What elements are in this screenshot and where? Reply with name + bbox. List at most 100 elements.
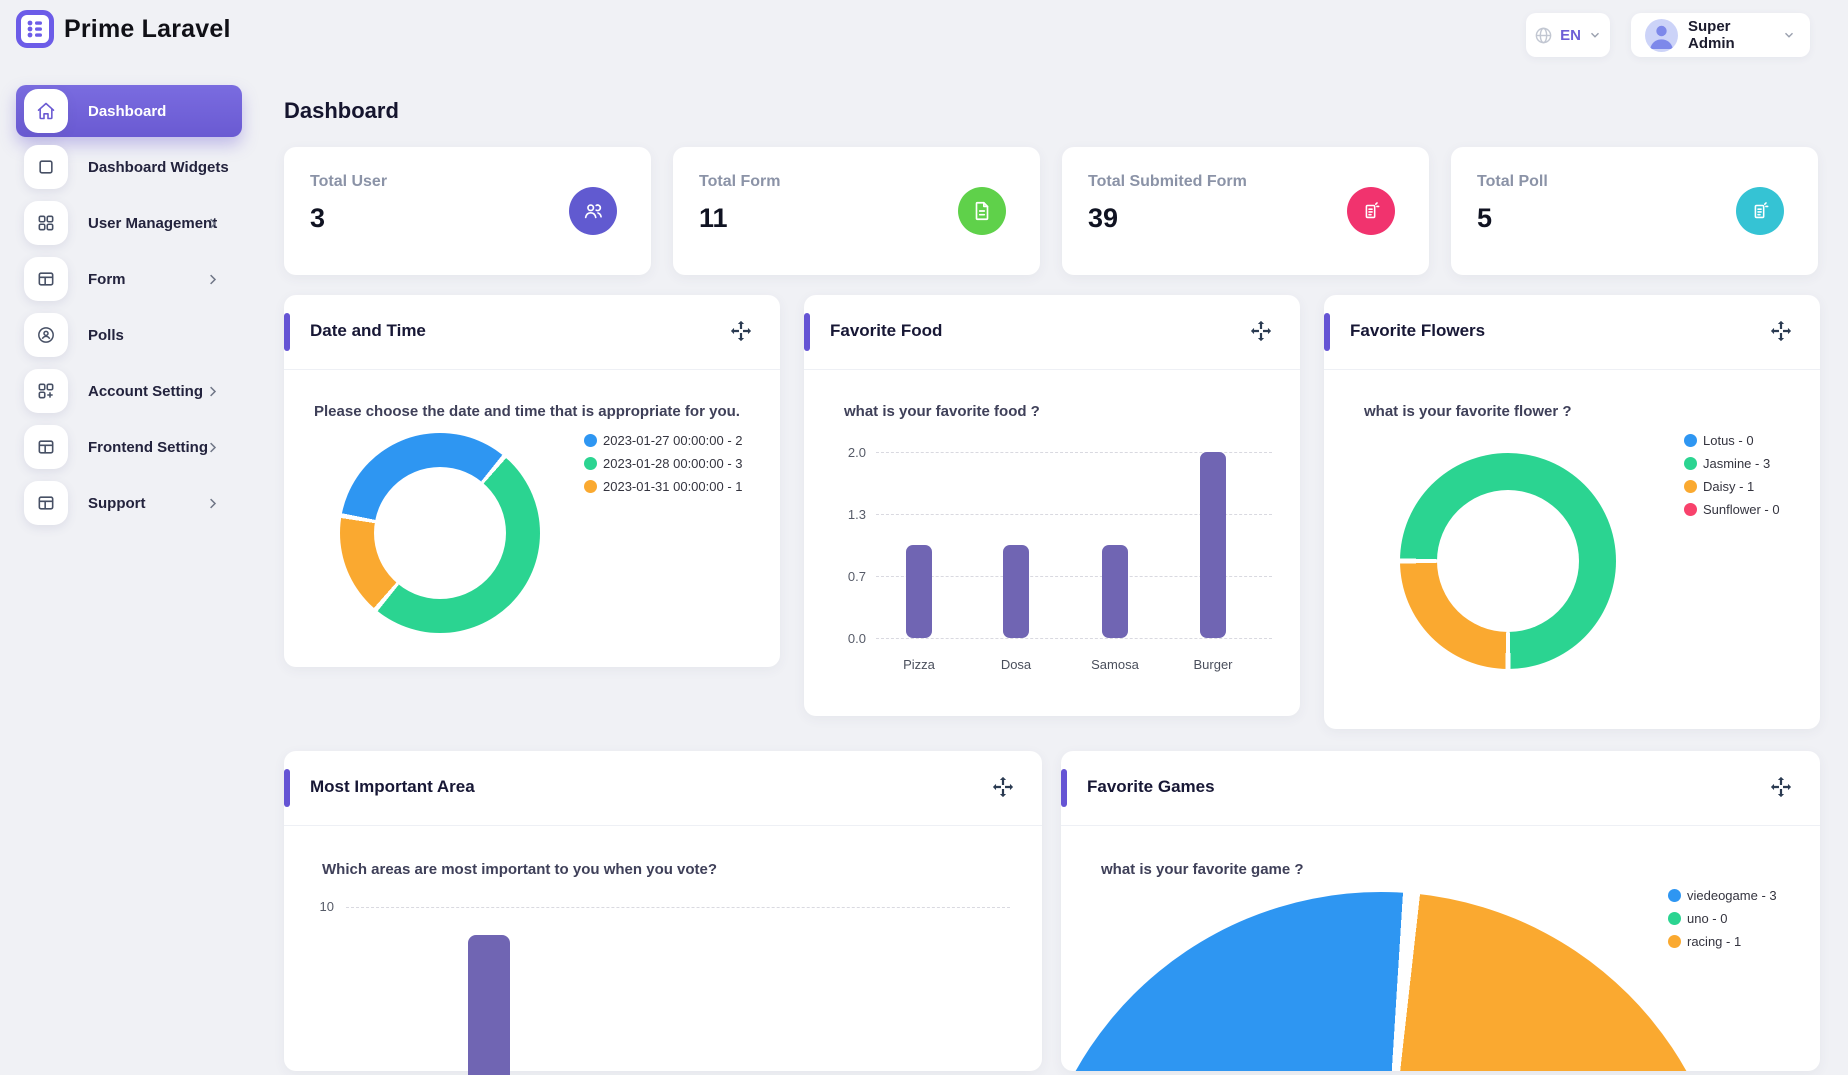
legend-dot [584,434,597,447]
sidebar-item-dashboard-widgets[interactable]: Dashboard Widgets [16,141,242,193]
chevron-right-icon [205,440,220,455]
card-header: Favorite Flowers [1324,295,1820,370]
stat-value: 39 [1088,203,1119,233]
legend-dot [1684,434,1697,447]
card-title: Favorite Games [1087,777,1215,796]
table-icon [24,481,68,525]
legend-dot [1684,503,1697,516]
sidebar-item-support[interactable]: Support [16,477,242,529]
date-time-doughnut-chart [340,433,540,633]
user-menu[interactable]: Super Admin [1631,13,1810,57]
legend-label: uno - 0 [1687,911,1728,926]
move-icon[interactable] [1250,320,1272,342]
stat-value: 3 [310,203,326,233]
sidebar-item-label: Dashboard Widgets [88,158,229,176]
sidebar-item-account-setting[interactable]: Account Setting [16,365,242,417]
card-title: Most Important Area [310,777,475,796]
grid-icon [24,201,68,245]
card-date-and-time: Date and Time Please choose the date and… [284,295,780,667]
stat-card-total-submited-form: Total Submited Form 39 [1062,147,1429,275]
y-tick: 2.0 [847,445,866,460]
sidebar-item-label: Account Setting [88,382,203,400]
sidebar-item-label: Polls [88,326,124,344]
sidebar-item-dashboard[interactable]: Dashboard [16,85,242,137]
legend-item[interactable]: 2023-01-31 00:00:00 - 1 [584,479,743,494]
legend-item[interactable]: viedeogame - 3 [1668,888,1777,903]
move-icon[interactable] [1770,320,1792,342]
widget-icon [24,145,68,189]
legend-label: 2023-01-27 00:00:00 - 2 [603,433,743,448]
card-favorite-food: Favorite Food what is your favorite food… [804,295,1300,716]
poll-question: what is your favorite food ? [844,403,1040,420]
legend-item[interactable]: 2023-01-27 00:00:00 - 2 [584,433,743,448]
card-accent-bar [284,769,290,807]
card-header: Favorite Games [1061,751,1820,826]
card-header: Most Important Area [284,751,1042,826]
card-accent-bar [804,313,810,351]
sidebar-item-label: Dashboard [88,102,167,120]
card-most-important-area: Most Important Area Which areas are most… [284,751,1042,1075]
legend-dot [1684,480,1697,493]
chevron-down-icon [1588,28,1602,42]
brand-logo-icon [16,10,54,48]
favorite-food-bar-chart [876,452,1272,639]
favorite-flowers-doughnut-chart [1400,453,1616,669]
person-circle-icon [24,313,68,357]
chevron-right-icon [205,216,220,231]
x-label: Burger [1193,657,1233,672]
user-name: Super Admin [1688,18,1735,52]
gridline [876,452,1272,453]
x-label: Dosa [1000,657,1032,672]
stat-label: Total Form [699,173,781,190]
legend-label: racing - 1 [1687,934,1742,949]
language-selector[interactable]: EN [1526,13,1610,57]
move-icon[interactable] [992,776,1014,798]
poll-question: what is your favorite flower ? [1364,403,1572,420]
poll-question: Please choose the date and time that is … [314,403,740,420]
gridline [876,638,1272,639]
legend-label: viedeogame - 3 [1687,888,1777,903]
legend-item[interactable]: Daisy - 1 [1684,479,1754,494]
legend-item[interactable]: Sunflower - 0 [1684,502,1780,517]
sidebar-item-form[interactable]: Form [16,253,242,305]
legend-item[interactable]: racing - 1 [1668,934,1741,949]
brand: Prime Laravel [16,10,231,48]
gridline [876,514,1272,515]
card-title: Favorite Flowers [1350,321,1486,340]
grid-plus-icon [24,369,68,413]
sidebar-item-polls[interactable]: Polls [16,309,242,361]
legend-item[interactable]: uno - 0 [1668,911,1727,926]
favorite-games-pie-chart [1061,892,1731,1071]
card-accent-bar [1061,769,1067,807]
table-icon [24,257,68,301]
card-header: Date and Time [284,295,780,370]
sidebar-item-user-management[interactable]: User Management [16,197,242,249]
sidebar-item-label: User Management [88,214,218,232]
card-title: Date and Time [310,321,426,340]
gridline [346,907,1010,908]
avatar [1645,18,1678,52]
sidebar-item-frontend-setting[interactable]: Frontend Setting [16,421,242,473]
legend-item[interactable]: Jasmine - 3 [1684,456,1770,471]
legend-item[interactable]: 2023-01-28 00:00:00 - 3 [584,456,743,471]
move-icon[interactable] [1770,776,1792,798]
bar-samosa [1102,545,1128,638]
sidebar-item-label: Form [88,270,126,288]
y-tick: 0.7 [847,569,866,584]
move-icon[interactable] [730,320,752,342]
page-title: Dashboard [284,98,399,123]
file-icon [958,187,1006,235]
form-submit-icon [1347,187,1395,235]
stat-card-total-form: Total Form 11 [673,147,1040,275]
legend-dot [1684,457,1697,470]
sidebar-item-label: Support [88,494,146,512]
card-header: Favorite Food [804,295,1300,370]
chevron-right-icon [205,272,220,287]
legend-item[interactable]: Lotus - 0 [1684,433,1754,448]
sidebar-item-label: Frontend Setting [88,438,208,456]
bar-partial [468,935,510,1075]
stat-card-total-poll: Total Poll 5 [1451,147,1818,275]
card-favorite-games: Favorite Games what is your favorite gam… [1061,751,1820,1071]
legend-label: 2023-01-28 00:00:00 - 3 [603,456,743,471]
card-title: Favorite Food [830,321,943,340]
